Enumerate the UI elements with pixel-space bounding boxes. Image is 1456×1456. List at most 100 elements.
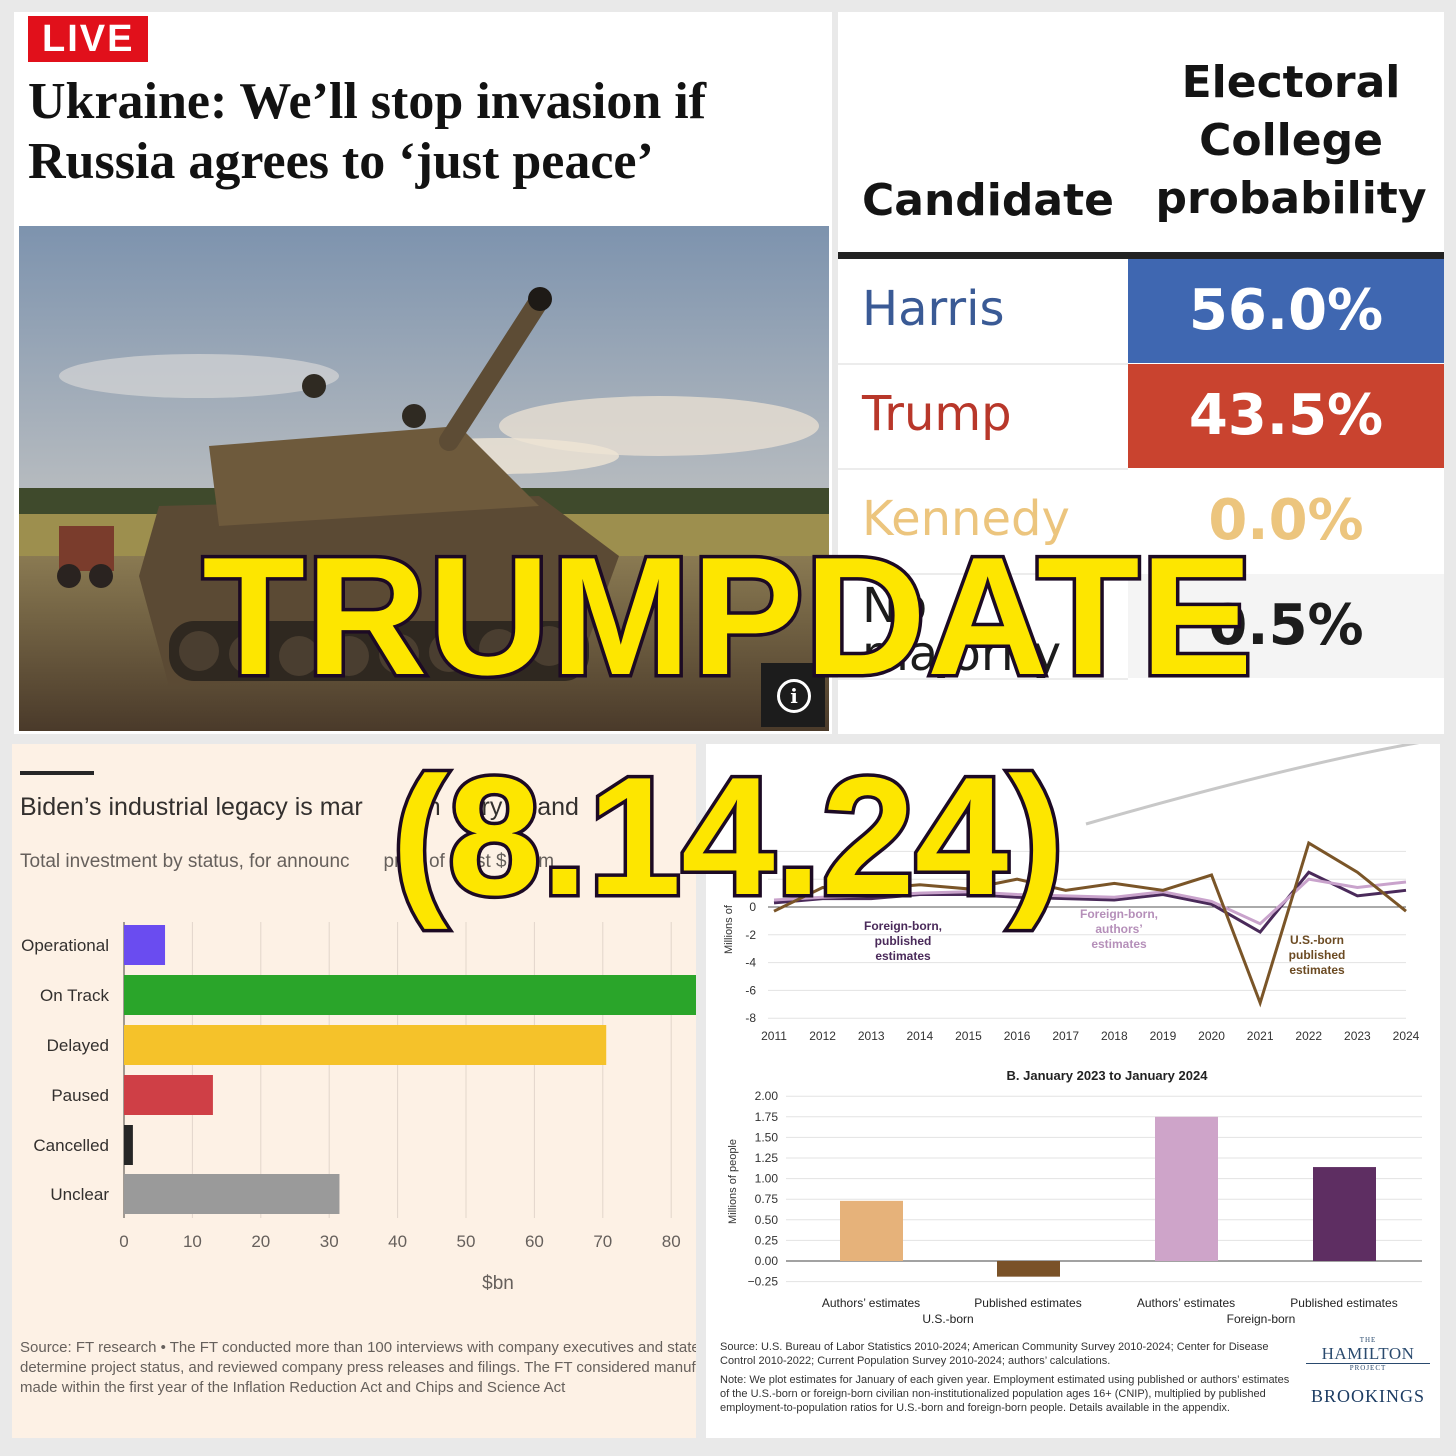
ft-category-label: Operational [21, 936, 109, 955]
panel-a-x-tick-label: 2024 [1393, 1029, 1420, 1043]
panel-a-x-tick-label: 2020 [1198, 1029, 1225, 1043]
ft-x-tick-label: 60 [525, 1232, 544, 1251]
panel-b-bar [1155, 1116, 1218, 1261]
tank-photo-illustration [19, 226, 829, 731]
panel-a-y-tick-label: -6 [745, 983, 756, 997]
ft-bar-chart: 0 10 20 30 40 50 60 70 80 Operational On Track Dela… [21, 922, 696, 1294]
panel-b-y-tick-label: 1.25 [755, 1151, 779, 1165]
ft-x-tick-label: 50 [457, 1232, 476, 1251]
panel-a-y-tick-label: -8 [745, 1011, 756, 1025]
probability-value: 56.0% [1128, 259, 1444, 363]
probability-value: 0.0% [1128, 469, 1444, 573]
panel-b-category-label: Published estimates [1290, 1296, 1397, 1310]
ft-title-rule [20, 771, 94, 775]
panel-a-series-label: authors’ [1095, 922, 1142, 936]
candidate-name: Kennedy [862, 491, 1070, 547]
panel-b-y-tick-label: −0.25 [748, 1275, 779, 1289]
panel-a-series-1 [773, 877, 1407, 926]
panel-a-x-tick-label: 2014 [906, 1029, 933, 1043]
ft-x-tick-label: 40 [388, 1232, 407, 1251]
panel-b-y-tick-label: 0.25 [755, 1233, 779, 1247]
panel-a-series-label: Foreign-born, [1080, 907, 1158, 921]
panel-b-title: B. January 2023 to January 2024 [1007, 1068, 1209, 1083]
header-divider [838, 252, 1444, 259]
ft-category-label: Delayed [47, 1036, 109, 1055]
panel-a-series-label: estimates [875, 949, 931, 963]
ft-subtitle-part3: of [428, 851, 445, 872]
panel-a-y-tick-label: -4 [745, 956, 756, 970]
ft-bar-delayed [124, 1025, 607, 1065]
electoral-row-trump: Trump 43.5% [838, 364, 1444, 470]
ft-chart-title: Biden’s industrial legacy is mar h tory d a… [20, 790, 579, 824]
panel-a-series-label: published [1289, 948, 1346, 962]
candidate-column-header: Candidate [862, 175, 1114, 226]
ft-title-part2: h [426, 793, 441, 821]
panel-a-series-2 [773, 840, 1407, 1008]
panel-a-y-tick-label: 0 [749, 900, 756, 914]
row-divider [838, 468, 1128, 470]
electoral-table-panel: Candidate Electoral College probability … [838, 12, 1444, 734]
probability-value: 43.5% [1128, 364, 1444, 468]
ft-subtitle-part4: east $100m [454, 851, 555, 872]
hamilton-charts: 0 -2 -4 -6 -8 2011 2012 2013 2014 2015 2016 2017 201… [723, 744, 1422, 1326]
candidate-name: Trump [862, 386, 1012, 442]
panel-a-x-tick-label: 2013 [858, 1029, 885, 1043]
row-divider [838, 678, 1128, 680]
electoral-row-harris: Harris 56.0% [838, 259, 1444, 365]
ft-x-tick-label: 10 [183, 1232, 202, 1251]
panel-b-bar [997, 1261, 1060, 1277]
news-headline[interactable]: Ukraine: We’ll stop invasion if Russia a… [28, 73, 707, 190]
panel-a-series-0 [773, 870, 1407, 934]
panel-b-group-label: Foreign-born [1227, 1312, 1296, 1326]
decorative-curve [1085, 744, 1420, 826]
panel-a-x-tick-label: 2023 [1344, 1029, 1371, 1043]
ft-chart-subtitle: Total investment by status, for announc p… [20, 848, 554, 876]
info-icon: i [777, 679, 811, 713]
hamilton-note: Note: We plot estimates for January of e… [720, 1374, 1290, 1414]
panel-a-x-tick-label: 2011 [761, 1029, 787, 1043]
panel-b-y-tick-label: 1.75 [755, 1110, 779, 1124]
news-panel: LIVE Ukraine: We’ll stop invasion if Rus… [14, 12, 832, 734]
panel-b-y-tick-label: 1.00 [755, 1172, 779, 1186]
panel-b-bar [1313, 1167, 1376, 1261]
ft-bar-operational [124, 925, 166, 965]
ft-chart-panel: Biden’s industrial legacy is mar h tory d a… [12, 744, 696, 1438]
panel-b-category-label: Authors’ estimates [822, 1296, 920, 1310]
panel-a-x-tick-label: 2017 [1052, 1029, 1079, 1043]
probability-column-header: Electoral College probability [1155, 57, 1427, 224]
ft-x-tick-label: 70 [593, 1232, 612, 1251]
row-divider [838, 573, 1128, 575]
panel-b-y-tick-label: 1.50 [755, 1130, 779, 1144]
panel-b-y-tick-label: 2.00 [755, 1089, 779, 1103]
panel-a-x-tick-label: 2021 [1247, 1029, 1274, 1043]
panel-a-series-label: U.S.-born [1290, 933, 1344, 947]
panel-a-x-tick-label: 2019 [1150, 1029, 1177, 1043]
panel-a-y-axis-label: Millions of [723, 904, 735, 954]
panel-b-group-label: U.S.-born [922, 1312, 973, 1326]
ft-x-axis-label: $bn [482, 1273, 514, 1294]
panel-a-x-tick-label: 2012 [809, 1029, 836, 1043]
electoral-row-kennedy: Kennedy 0.0% [838, 469, 1444, 575]
ft-x-tick-label: 80 [662, 1232, 681, 1251]
ft-category-label: Unclear [50, 1185, 109, 1204]
panel-b-y-tick-label: 0.50 [755, 1213, 779, 1227]
ft-category-label: Paused [51, 1086, 109, 1105]
panel-a-y-tick-label: -2 [745, 928, 756, 942]
row-divider [838, 363, 1128, 365]
logo-project: PROJECT [1349, 1364, 1387, 1372]
photo-info-button[interactable]: i [761, 663, 825, 727]
panel-b-category-label: Authors’ estimates [1137, 1296, 1235, 1310]
ft-category-label: On Track [40, 986, 109, 1005]
panel-a-x-tick-label: 2015 [955, 1029, 982, 1043]
ft-x-tick-label: 20 [251, 1232, 270, 1251]
panel-a-series-label: estimates [1091, 937, 1147, 951]
ft-subtitle-part2: pro [383, 851, 411, 872]
ft-source-note: Source: FT research • The FT conducted m… [20, 1339, 696, 1396]
ft-bar-on-track [124, 975, 696, 1015]
panel-b-bar [840, 1200, 903, 1261]
hamilton-brookings-logo: THE HAMILTON PROJECT BROOKINGS [1306, 1336, 1430, 1407]
panel-b-y-tick-label: 0.00 [755, 1254, 779, 1268]
panel-b-category-label: Published estimates [974, 1296, 1081, 1310]
panel-b-y-axis-label: Millions of people [727, 1139, 739, 1224]
ft-subtitle-part1: Total investment by status, for announc [20, 851, 350, 872]
